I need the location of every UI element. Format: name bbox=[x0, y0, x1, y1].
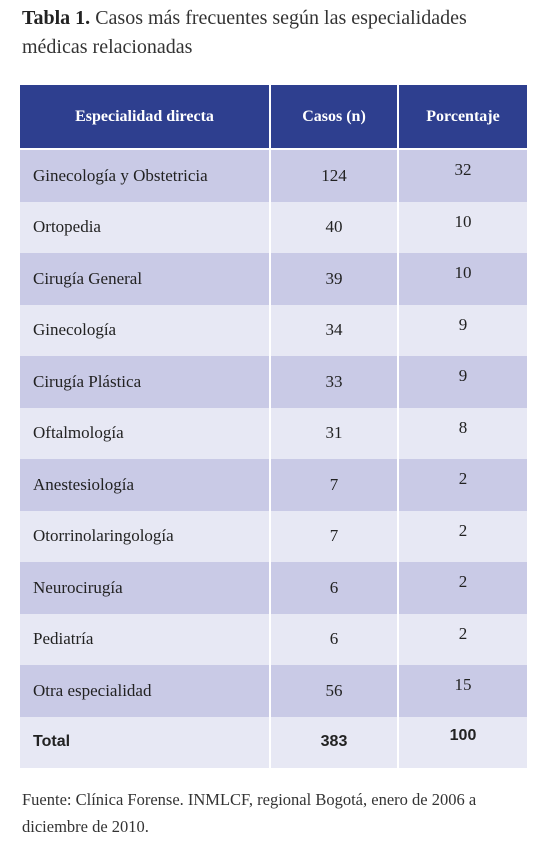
header-cell: Especialidad directa bbox=[20, 85, 271, 150]
table-cell: 124 bbox=[270, 149, 399, 202]
table-cell: Ginecología bbox=[20, 304, 271, 356]
caption-label: Tabla 1. bbox=[22, 7, 91, 29]
table-cell: 10 bbox=[398, 253, 527, 305]
table-cell: 9 bbox=[398, 304, 527, 356]
table-cell: 32 bbox=[398, 149, 527, 202]
table-row: Oftalmología 31 8 bbox=[20, 407, 527, 459]
table-cell: 7 bbox=[270, 459, 399, 511]
table-cell: 31 bbox=[270, 407, 399, 459]
table-cell: Ginecología y Obstetricia bbox=[20, 149, 271, 202]
table-row: Otra especialidad 56 15 bbox=[20, 665, 527, 717]
table-cell: 2 bbox=[398, 510, 527, 562]
table-row: Total 383 100 bbox=[20, 716, 527, 768]
table-cell: Cirugía General bbox=[20, 253, 271, 305]
table-row: Ginecología 34 9 bbox=[20, 304, 527, 356]
table-cell: Otra especialidad bbox=[20, 665, 271, 717]
header-cell: Casos (n) bbox=[270, 85, 399, 150]
table-cell: 7 bbox=[270, 510, 399, 562]
table-row: Otorrinolaringología 7 2 bbox=[20, 510, 527, 562]
table-row: Neurocirugía 6 2 bbox=[20, 562, 527, 614]
table-cell: 40 bbox=[270, 201, 399, 253]
table-row: Cirugía General 39 10 bbox=[20, 253, 527, 305]
table-row: Anestesiología 7 2 bbox=[20, 459, 527, 511]
header-cell: Porcentaje bbox=[398, 85, 527, 150]
table-cell: 6 bbox=[270, 562, 399, 614]
table-row: Ginecología y Obstetricia 124 32 bbox=[20, 149, 527, 202]
table-cell: 2 bbox=[398, 562, 527, 614]
source-note: Fuente: Clínica Forense. INMLCF, regiona… bbox=[22, 790, 477, 836]
table-cell: 2 bbox=[398, 459, 527, 511]
table-row: Pediatría 6 2 bbox=[20, 613, 527, 665]
header-row: Especialidad directa Casos (n) Porcentaj… bbox=[20, 85, 527, 150]
data-table: Especialidad directa Casos (n) Porcentaj… bbox=[20, 85, 527, 768]
table-cell: 56 bbox=[270, 665, 399, 717]
table-cell: 6 bbox=[270, 613, 399, 665]
table-cell: Ortopedia bbox=[20, 201, 271, 253]
caption-text: Casos más frecuentes según las especiali… bbox=[22, 7, 467, 58]
table-cell: Total bbox=[20, 716, 271, 768]
table-cell: Neurocirugía bbox=[20, 562, 271, 614]
table-caption: Tabla 1. Casos más frecuentes según las … bbox=[22, 4, 522, 62]
table-cell: 15 bbox=[398, 665, 527, 717]
table-cell: 10 bbox=[398, 201, 527, 253]
table-cell: Otorrinolaringología bbox=[20, 510, 271, 562]
table-cell: 383 bbox=[270, 716, 399, 768]
table-cell: 100 bbox=[398, 716, 527, 768]
table-cell: 8 bbox=[398, 407, 527, 459]
table-cell: Pediatría bbox=[20, 613, 271, 665]
table-cell: 34 bbox=[270, 304, 399, 356]
table-row: Ortopedia 40 10 bbox=[20, 201, 527, 253]
table-cell: 39 bbox=[270, 253, 399, 305]
table-cell: 9 bbox=[398, 356, 527, 408]
table-cell: 2 bbox=[398, 613, 527, 665]
table-cell: Oftalmología bbox=[20, 407, 271, 459]
table-cell: Anestesiología bbox=[20, 459, 271, 511]
table-row: Cirugía Plástica 33 9 bbox=[20, 356, 527, 408]
table-cell: 33 bbox=[270, 356, 399, 408]
table-cell: Cirugía Plástica bbox=[20, 356, 271, 408]
